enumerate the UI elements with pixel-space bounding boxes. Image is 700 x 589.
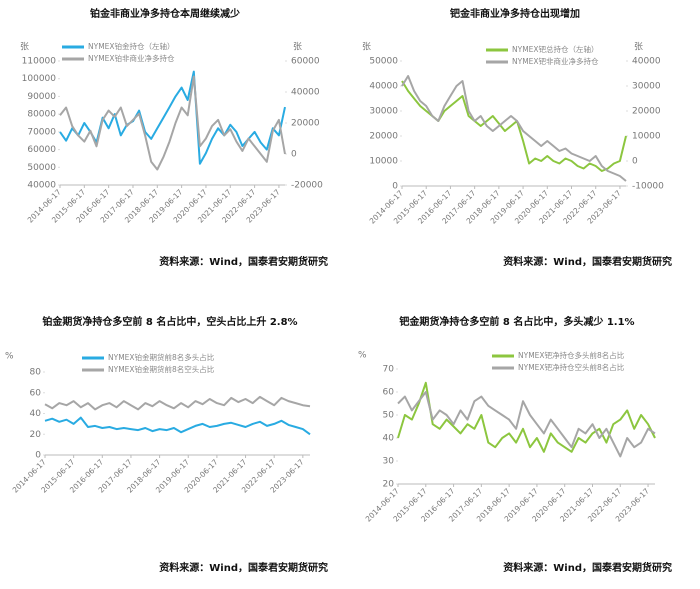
- y2-tick-label: 0: [632, 157, 638, 167]
- y-tick-label: 10000: [369, 157, 398, 167]
- y2-axis-unit: 张: [634, 42, 643, 53]
- y-tick-label: 70: [383, 365, 395, 375]
- y-tick-label: 50: [383, 411, 395, 421]
- y-tick-label: 30000: [369, 107, 398, 117]
- y-tick-label: 20: [383, 480, 395, 490]
- chart-title: 铂金非商业净多持仓本周继续减少: [90, 7, 240, 20]
- y-tick-label: 40: [383, 434, 395, 444]
- y2-tick-label: -20000: [291, 181, 323, 191]
- series-line: [397, 381, 656, 453]
- y2-tick-label: 40000: [291, 88, 320, 98]
- y-tick-label: 70000: [27, 127, 56, 137]
- legend-label: NYMEX钯非商业净多持仓: [512, 56, 599, 66]
- y-tick-label: 0: [392, 182, 398, 192]
- y-tick-label: 40000: [27, 181, 56, 191]
- y2-tick-label: 0: [291, 150, 297, 160]
- y-tick-label: 50000: [27, 163, 56, 173]
- y-tick-label: 0: [35, 451, 41, 461]
- legend-label: NYMEX铂金持仓（左轴）: [88, 41, 175, 51]
- y-tick-label: 40: [30, 409, 42, 419]
- legend-label: NYMEX铂非商业净多持仓: [88, 53, 175, 63]
- chart-title: 钯金期货净持仓多空前 8 名占比中，多头减少 1.1%: [398, 315, 634, 328]
- y-tick-label: 20: [30, 430, 42, 440]
- chart-title: 铂金期货净持仓多空前 8 名占比中，空头占比上升 2.8%: [42, 315, 297, 328]
- y2-tick-label: 20000: [291, 119, 320, 129]
- y-tick-label: 20000: [369, 132, 398, 142]
- y-axis-unit: 张: [362, 42, 371, 53]
- y-axis-unit: 张: [20, 42, 29, 53]
- series-line: [44, 416, 311, 436]
- y-tick-label: 90000: [27, 92, 56, 102]
- legend-label: NYMEX钯净持仓空头前8名占比: [518, 362, 625, 372]
- y2-tick-label: 40000: [632, 57, 661, 67]
- y-tick-label: 110000: [22, 57, 57, 67]
- legend-label: NYMEX铂金期货前8名空头占比: [108, 364, 215, 374]
- chart-title: 钯金非商业净多持仓出现增加: [449, 7, 580, 20]
- source-note: 资料来源：Wind，国泰君安期货研究: [159, 561, 328, 574]
- y2-tick-label: 60000: [291, 57, 320, 67]
- source-note: 资料来源：Wind，国泰君安期货研究: [159, 255, 328, 268]
- y2-tick-label: 20000: [632, 107, 661, 117]
- series-line: [59, 70, 286, 165]
- legend-label: NYMEX铂金期货前8名多头占比: [108, 352, 215, 362]
- legend-label: NYMEX钯总持仓（左轴）: [512, 44, 599, 54]
- y-axis-unit: %: [5, 352, 14, 362]
- y2-tick-label: 10000: [632, 132, 661, 142]
- y-tick-label: 50000: [369, 57, 398, 67]
- series-line: [44, 395, 311, 411]
- y-tick-label: 30: [383, 457, 395, 467]
- y-tick-label: 100000: [22, 74, 57, 84]
- legend-label: NYMEX钯净持仓多头前8名占比: [518, 350, 625, 360]
- y-tick-label: 60000: [27, 145, 56, 155]
- y-tick-label: 40000: [369, 82, 398, 92]
- y2-axis-unit: 张: [293, 42, 302, 53]
- series-line: [401, 75, 627, 182]
- y-tick-label: 80000: [27, 110, 56, 120]
- series-line: [397, 391, 656, 458]
- series-line: [59, 75, 286, 171]
- y-tick-label: 60: [30, 388, 42, 398]
- y-axis-unit: %: [358, 351, 367, 361]
- source-note: 资料来源：Wind，国泰君安期货研究: [503, 561, 672, 574]
- source-note: 资料来源：Wind，国泰君安期货研究: [503, 255, 672, 268]
- y2-tick-label: -10000: [632, 182, 664, 192]
- y-tick-label: 60: [383, 388, 395, 398]
- y2-tick-label: 30000: [632, 82, 661, 92]
- y-tick-label: 80: [30, 368, 42, 378]
